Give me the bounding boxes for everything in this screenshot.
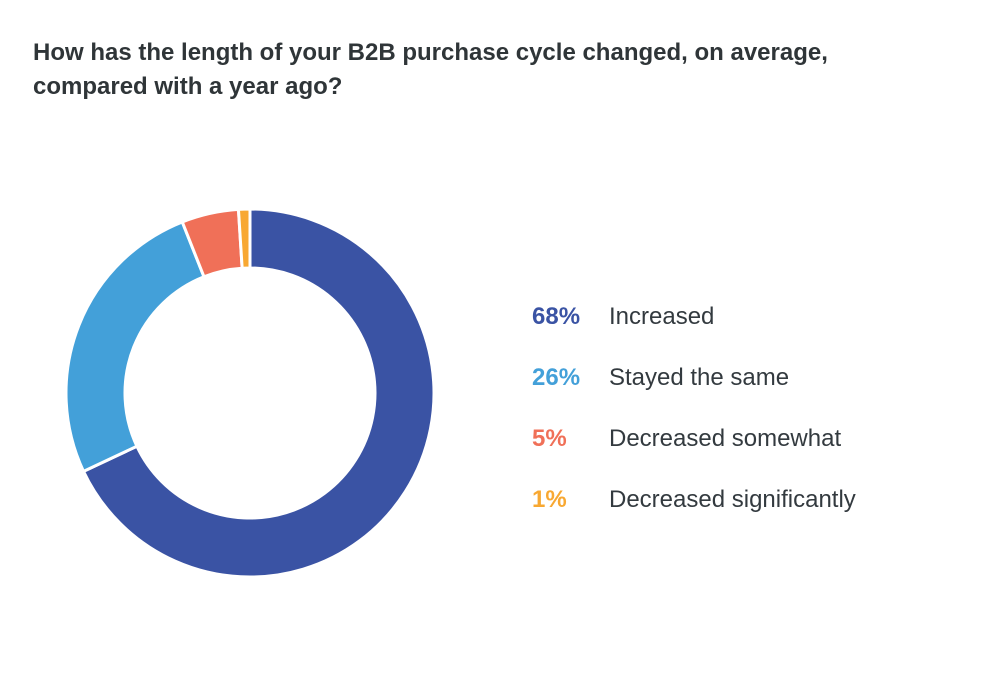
donut-slice-stayed-the-same bbox=[64, 219, 206, 474]
donut-slice-increased bbox=[81, 207, 436, 579]
legend-item: 5% Decreased somewhat bbox=[532, 408, 856, 469]
legend-label: Increased bbox=[609, 302, 715, 330]
legend-item: 1% Decreased significantly bbox=[532, 469, 856, 530]
chart-title: How has the length of your B2B purchase … bbox=[33, 39, 828, 100]
legend: 68% Increased 26% Stayed the same 5% Dec… bbox=[532, 286, 856, 530]
legend-label: Stayed the same bbox=[609, 363, 790, 391]
donut-slice-decreased-significantly bbox=[236, 207, 252, 270]
legend-percent: 68% bbox=[532, 302, 581, 330]
legend-percent: 5% bbox=[532, 424, 567, 452]
legend-item: 68% Increased bbox=[532, 286, 856, 347]
legend-label: Decreased somewhat bbox=[609, 424, 842, 452]
legend-item: 26% Stayed the same bbox=[532, 347, 856, 408]
legend-percent: 26% bbox=[532, 363, 581, 391]
legend-percent: 1% bbox=[532, 485, 567, 513]
legend-label: Decreased significantly bbox=[609, 485, 856, 513]
